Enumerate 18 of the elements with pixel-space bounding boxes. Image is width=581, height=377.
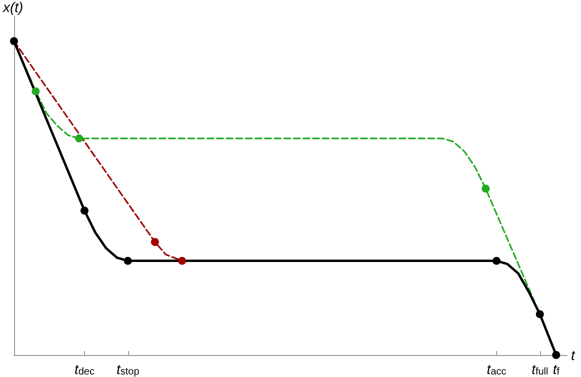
x-tick-label: tstop xyxy=(116,361,140,377)
point xyxy=(124,256,132,265)
x-tick-label: tdec xyxy=(74,361,94,377)
point xyxy=(178,256,186,265)
x-tick-label: tacc xyxy=(486,361,506,377)
x-tick-label: tfull xyxy=(532,361,548,377)
point xyxy=(536,310,544,318)
point xyxy=(32,87,40,96)
x-tick-label: tf xyxy=(552,361,560,377)
y-axis-title: x(t) xyxy=(2,0,24,15)
point xyxy=(552,351,560,359)
point xyxy=(75,134,84,142)
point xyxy=(482,184,490,193)
point xyxy=(492,256,501,265)
point xyxy=(10,37,18,46)
point xyxy=(80,206,88,215)
x-axis-title: t xyxy=(571,347,576,363)
point xyxy=(150,238,159,246)
